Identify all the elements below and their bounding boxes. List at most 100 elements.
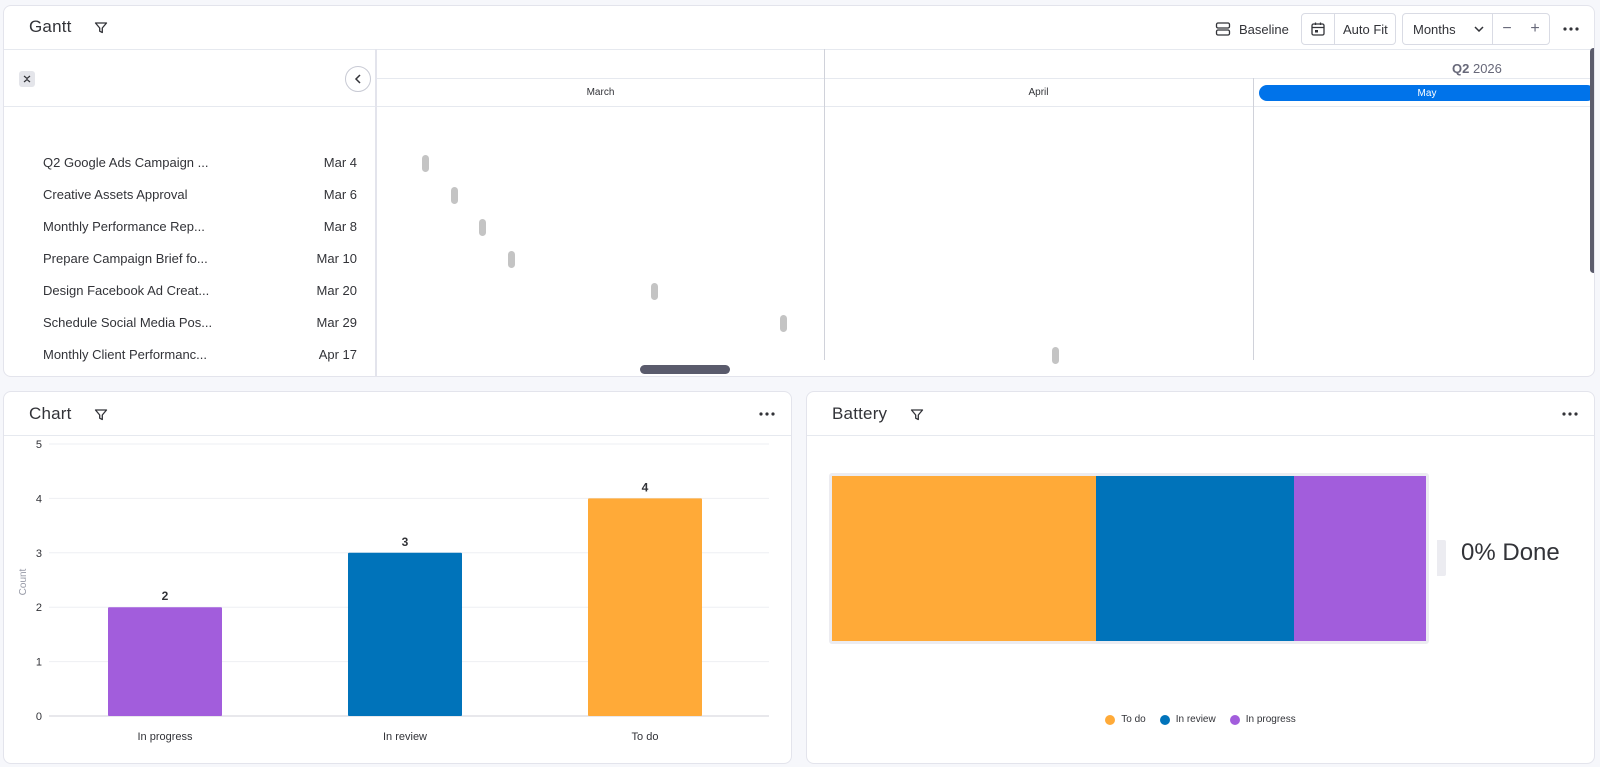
x-tick-label: To do xyxy=(632,731,659,743)
task-list-border xyxy=(375,49,377,376)
y-tick-label: 4 xyxy=(36,493,42,505)
collapse-panel-button[interactable] xyxy=(345,66,371,92)
task-name: Prepare Campaign Brief fo... xyxy=(43,250,208,266)
zoom-out-button[interactable]: − xyxy=(1502,20,1512,37)
task-date: Mar 20 xyxy=(316,282,357,298)
more-options-icon[interactable] xyxy=(1559,19,1583,39)
quarter-bold: Q2 xyxy=(1452,61,1470,76)
legend-item: In review xyxy=(1159,714,1216,725)
gantt-task-list: Q2 Google Ads Campaign ... Mar 4 Creativ… xyxy=(4,49,377,376)
filter-icon[interactable] xyxy=(90,404,112,426)
bar-to-do xyxy=(588,498,702,716)
header-divider xyxy=(807,435,1594,436)
battery-title: Battery xyxy=(832,404,888,423)
zoom-select-value: Months xyxy=(1413,21,1456,37)
gantt-milestone[interactable] xyxy=(508,251,515,268)
month-label-march: March xyxy=(586,87,615,98)
gantt-milestone[interactable] xyxy=(479,219,486,236)
autofit-label: Auto Fit xyxy=(1343,21,1388,37)
chevron-down-icon xyxy=(1474,26,1484,32)
vertical-scrollbar[interactable] xyxy=(1590,48,1594,273)
zoom-control: Months − + xyxy=(1402,13,1550,45)
battery-segment-in-review[interactable] xyxy=(1095,476,1294,641)
y-tick-label: 1 xyxy=(36,657,42,669)
gantt-milestone[interactable] xyxy=(651,283,658,300)
header-divider xyxy=(4,49,1594,50)
month-label-april: April xyxy=(1028,87,1049,98)
battery-segment-to-do[interactable] xyxy=(832,476,1096,641)
task-name: Creative Assets Approval xyxy=(43,186,188,202)
task-date: Mar 8 xyxy=(323,218,357,234)
task-name: Monthly Performance Rep... xyxy=(43,218,205,234)
calendar-icon xyxy=(1302,14,1335,44)
month-divider xyxy=(824,78,825,360)
y-tick-label: 5 xyxy=(36,439,42,451)
y-tick-label: 3 xyxy=(36,548,42,560)
legend-dot xyxy=(1229,714,1240,725)
task-name: Design Facebook Ad Creat... xyxy=(43,282,210,298)
collapse-all-icon[interactable] xyxy=(19,71,35,87)
battery-legend: To do In review In progress xyxy=(807,714,1594,725)
task-date: Mar 6 xyxy=(323,186,357,202)
task-row[interactable]: Prepare Campaign Brief fo... Mar 10 xyxy=(43,246,357,270)
bar-in-review xyxy=(348,552,462,716)
gantt-title: Gantt xyxy=(29,17,72,36)
gantt-milestone[interactable] xyxy=(1052,347,1059,364)
task-row[interactable]: Monthly Client Performanc... Apr 17 xyxy=(43,342,357,366)
more-options-icon[interactable] xyxy=(1558,404,1582,424)
zoom-in-button[interactable]: + xyxy=(1530,20,1540,37)
legend-item: To do xyxy=(1105,714,1146,725)
task-name: Monthly Client Performanc... xyxy=(43,346,208,362)
battery-tip xyxy=(1437,540,1446,576)
more-options-icon[interactable] xyxy=(755,404,779,424)
bar-data-label: 4 xyxy=(642,480,649,494)
bar-data-label: 2 xyxy=(162,589,169,603)
quarter-label: Q2 2026 xyxy=(1452,61,1502,76)
battery-widget: Battery 0% Done To do In review In progres… xyxy=(806,391,1595,764)
month-divider xyxy=(1253,78,1254,360)
bar-in-progress xyxy=(108,607,222,716)
baseline-label: Baseline xyxy=(1239,21,1289,37)
task-date: Mar 4 xyxy=(323,154,357,170)
chart-title: Chart xyxy=(29,404,72,423)
legend-label: In progress xyxy=(1245,714,1296,725)
gantt-timeline: Q2 2026 March April May xyxy=(377,49,1594,376)
legend-label: In review xyxy=(1175,714,1216,725)
task-row[interactable]: Monthly Performance Rep... Mar 8 xyxy=(43,214,357,238)
baseline-icon xyxy=(1215,22,1231,36)
legend-dot xyxy=(1159,714,1170,725)
gantt-milestone[interactable] xyxy=(780,315,787,332)
quarter-year: 2026 xyxy=(1472,61,1502,76)
battery-body xyxy=(829,473,1429,644)
header-divider xyxy=(4,435,791,436)
chart-widget: Chart 0 1 2 3 4 5 Count 2 In progress 3 In review 4… xyxy=(3,391,792,764)
task-row[interactable]: Q2 Google Ads Campaign ... Mar 4 xyxy=(43,150,357,174)
task-date: Mar 10 xyxy=(316,250,357,266)
task-row[interactable]: Design Facebook Ad Creat... Mar 20 xyxy=(43,278,357,302)
y-tick-label: 2 xyxy=(36,602,42,614)
filter-icon[interactable] xyxy=(906,404,928,426)
quarter-divider xyxy=(824,49,825,78)
task-date: Apr 17 xyxy=(318,346,357,362)
autofit-button[interactable]: Auto Fit xyxy=(1301,13,1396,45)
task-date: Mar 29 xyxy=(316,314,357,330)
task-name: Q2 Google Ads Campaign ... xyxy=(43,154,209,170)
month-label-may: May xyxy=(1259,85,1594,101)
gantt-widget: Gantt Baseline Auto Fit Months − + xyxy=(3,5,1595,377)
x-tick-label: In progress xyxy=(137,731,193,743)
battery-segment-in-progress[interactable] xyxy=(1293,476,1426,641)
task-list-divider xyxy=(4,106,375,107)
horizontal-scrollbar[interactable] xyxy=(640,365,730,374)
filter-icon[interactable] xyxy=(90,17,112,39)
zoom-select[interactable]: Months xyxy=(1403,14,1493,44)
legend-label: To do xyxy=(1121,714,1146,725)
task-row[interactable]: Schedule Social Media Pos... Mar 29 xyxy=(43,310,357,334)
gantt-milestone[interactable] xyxy=(422,155,429,172)
timeline-divider xyxy=(377,78,1594,79)
gantt-milestone[interactable] xyxy=(451,187,458,204)
baseline-button[interactable]: Baseline xyxy=(1215,13,1295,45)
y-axis-label: Count xyxy=(18,568,29,595)
task-row[interactable]: Creative Assets Approval Mar 6 xyxy=(43,182,357,206)
legend-dot xyxy=(1105,714,1116,725)
x-tick-label: In review xyxy=(383,731,427,743)
